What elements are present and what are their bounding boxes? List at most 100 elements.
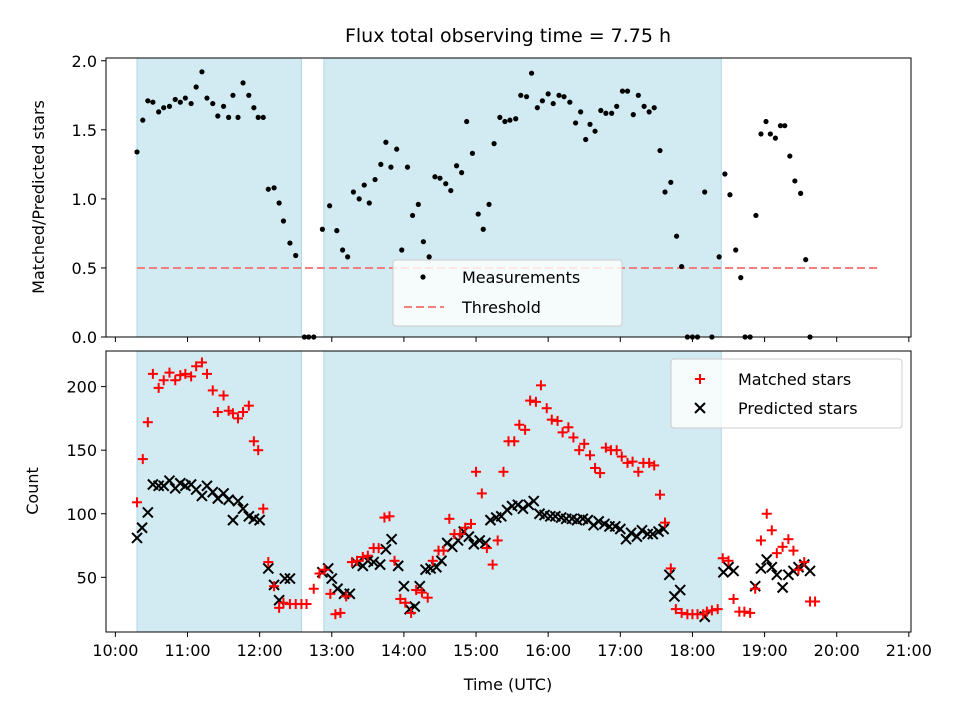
measurement-point <box>215 113 221 119</box>
measurement-point <box>404 164 411 170</box>
matched-point <box>793 564 804 575</box>
matched-point <box>406 607 417 618</box>
predicted-point <box>232 495 244 507</box>
measurement-point <box>662 189 668 195</box>
measurement-point <box>271 185 277 191</box>
matched-point <box>263 557 274 568</box>
matched-point <box>253 445 264 456</box>
predicted-point <box>776 581 789 594</box>
matched-point <box>574 445 585 456</box>
legend-matched-label: Matched stars <box>738 370 851 389</box>
matched-point <box>373 543 384 554</box>
bottom-y-tick-label: 50 <box>77 568 97 587</box>
matched-point <box>627 456 638 467</box>
matched-point <box>147 368 158 379</box>
matched-point <box>530 396 541 407</box>
predicted-point <box>755 562 767 575</box>
measurement-point <box>361 182 367 188</box>
measurement-point <box>276 200 282 206</box>
measurement-point <box>561 94 567 100</box>
measurement-point <box>319 226 325 232</box>
x-tick-label: 16:00 <box>525 641 571 660</box>
matched-point <box>476 488 487 499</box>
measurement-point <box>486 201 492 208</box>
matched-point <box>799 557 810 568</box>
predicted-point <box>398 580 410 592</box>
measurement-point <box>587 121 593 127</box>
bottom-y-tick-label: 100 <box>66 505 97 524</box>
measurement-point <box>572 120 579 126</box>
matched-point <box>314 568 325 579</box>
x-tick-label: 17:00 <box>597 641 643 660</box>
predicted-point <box>380 543 392 556</box>
measurement-point <box>763 118 769 125</box>
measurement-point <box>409 212 416 219</box>
matched-point <box>633 466 644 477</box>
matched-point <box>471 466 482 477</box>
matched-point <box>319 564 330 575</box>
matched-point <box>308 583 319 594</box>
matched-point <box>142 417 153 428</box>
predicted-point <box>222 494 235 506</box>
measurement-point <box>443 181 449 187</box>
measurement-point <box>758 131 764 137</box>
measurement-point <box>673 233 680 239</box>
predicted-point <box>528 495 540 507</box>
shaded-interval-1 <box>136 350 302 633</box>
legend-predicted-marker <box>694 402 706 414</box>
matched-point <box>444 513 455 524</box>
matched-point <box>644 457 655 468</box>
measurement-point <box>469 150 476 156</box>
matched-point <box>745 607 756 618</box>
measurement-point <box>204 95 210 101</box>
measurement-point <box>199 69 205 75</box>
predicted-point <box>463 530 475 543</box>
measurement-point <box>240 80 246 86</box>
measurement-point <box>188 100 194 107</box>
predicted-point <box>131 532 143 544</box>
matched-point <box>498 466 509 477</box>
measurement-point <box>777 123 784 129</box>
matched-point <box>492 535 503 546</box>
measurement-point <box>287 240 293 246</box>
matched-point <box>783 534 794 545</box>
measurement-point <box>624 88 631 94</box>
chart-title: Flux total observing time = 7.75 h <box>345 25 671 47</box>
measurement-point <box>150 99 156 105</box>
predicted-point <box>152 480 165 492</box>
measurement-point <box>255 114 261 120</box>
x-tick-label: 14:00 <box>381 641 427 660</box>
measurement-point <box>226 114 232 120</box>
predicted-point <box>468 538 480 550</box>
measurement-point <box>453 163 460 169</box>
predicted-point <box>435 555 448 567</box>
measurement-point <box>598 107 604 114</box>
measurement-point <box>803 257 809 263</box>
matched-point <box>563 422 574 433</box>
predicted-point <box>636 524 648 536</box>
predicted-point <box>771 569 783 581</box>
matched-point <box>701 606 712 617</box>
predicted-point <box>647 528 659 540</box>
predicted-point <box>625 527 637 539</box>
measurement-point <box>156 109 162 115</box>
predicted-point <box>642 528 654 540</box>
matched-point <box>739 606 750 617</box>
x-tick-label: 19:00 <box>742 641 788 660</box>
matched-point <box>487 559 498 570</box>
x-axis-label: Time (UTC) <box>463 675 552 694</box>
predicted-point <box>663 569 676 581</box>
measurement-point <box>480 226 486 232</box>
matched-point <box>717 553 728 564</box>
measurement-point <box>583 136 589 143</box>
top-legend: Measurements Threshold <box>392 259 623 327</box>
matched-point <box>164 367 175 378</box>
matched-point <box>771 548 782 559</box>
shaded-interval-2 <box>323 350 722 633</box>
matched-point <box>335 607 346 618</box>
measurement-point <box>327 203 333 209</box>
measurement-point <box>578 109 584 115</box>
measurement-point <box>619 88 626 94</box>
matched-point <box>514 419 525 430</box>
matched-point <box>201 368 212 379</box>
